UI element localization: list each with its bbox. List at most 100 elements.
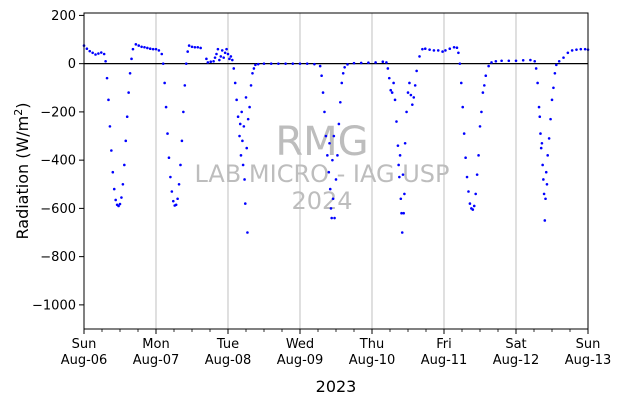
data-point — [549, 117, 552, 121]
plot-area — [84, 13, 588, 329]
data-point — [313, 62, 316, 66]
data-point — [406, 91, 410, 94]
data-point — [547, 137, 551, 140]
data-point — [507, 59, 511, 63]
data-point — [223, 51, 227, 55]
y-axis: 200 0 −200 −400 −600 −800 −1000 — [32, 9, 84, 313]
data-point — [330, 216, 333, 220]
data-point — [105, 76, 109, 80]
data-point — [160, 52, 164, 56]
data-point — [480, 110, 483, 114]
data-point — [209, 60, 213, 64]
x-tick-weekday: Wed — [286, 337, 314, 352]
data-point — [231, 58, 234, 62]
data-point — [387, 76, 391, 80]
data-point — [329, 207, 333, 210]
data-point — [542, 192, 546, 196]
data-point — [552, 86, 555, 90]
watermark-lab: LAB MICRO - IAG USP — [194, 160, 449, 188]
x-tick-date: Aug-07 — [133, 353, 180, 368]
data-point — [326, 154, 329, 157]
data-point — [163, 81, 166, 85]
data-point — [396, 144, 400, 147]
data-point — [85, 47, 89, 51]
data-point — [542, 178, 545, 181]
data-point — [337, 122, 341, 126]
data-point — [212, 59, 215, 63]
y-axis-label: Radiation (W/m2) — [12, 103, 32, 240]
x-axis-label: 2023 — [316, 377, 357, 396]
data-point — [428, 48, 431, 51]
data-point — [246, 117, 250, 121]
data-point — [206, 61, 210, 64]
data-point — [196, 45, 200, 49]
y-label-close: ) — [13, 103, 32, 109]
data-point — [423, 47, 427, 51]
data-point — [124, 139, 128, 143]
data-point — [167, 156, 171, 160]
data-point — [277, 62, 280, 65]
data-point — [241, 139, 244, 143]
data-point — [328, 187, 332, 191]
data-point — [397, 163, 400, 167]
data-point — [328, 141, 331, 145]
data-point — [215, 52, 218, 56]
y-tick-label: −200 — [40, 105, 76, 120]
data-point — [398, 175, 401, 179]
data-point — [583, 47, 587, 51]
data-point — [541, 163, 544, 167]
data-point — [245, 146, 249, 150]
x-tick-weekday: Sat — [505, 337, 526, 352]
data-point — [474, 192, 477, 196]
data-point — [249, 84, 253, 87]
data-point — [235, 98, 238, 102]
data-point — [400, 211, 403, 215]
data-point — [477, 154, 480, 157]
x-tick-date: Aug-12 — [493, 353, 540, 368]
data-point — [120, 196, 123, 199]
data-point — [544, 170, 548, 174]
data-point — [143, 45, 146, 49]
data-point — [403, 192, 406, 196]
data-point — [269, 62, 273, 65]
data-point — [248, 105, 251, 109]
data-point — [536, 81, 539, 85]
data-point — [305, 62, 309, 65]
data-point — [343, 65, 346, 69]
data-point — [359, 61, 363, 65]
data-point — [411, 103, 414, 106]
data-point — [91, 51, 94, 55]
data-point — [252, 67, 256, 70]
data-point — [566, 51, 570, 55]
y-tick-label: −800 — [40, 250, 76, 265]
data-points — [82, 43, 590, 234]
data-point — [408, 81, 411, 85]
data-point — [575, 48, 578, 51]
data-point — [177, 182, 181, 186]
data-point — [533, 59, 537, 63]
data-point — [490, 61, 493, 64]
data-point — [392, 81, 395, 85]
data-point — [238, 134, 241, 138]
data-point — [545, 182, 549, 186]
data-point — [386, 67, 390, 70]
data-point — [146, 46, 149, 50]
data-point — [381, 60, 385, 64]
data-point — [448, 47, 452, 51]
data-point — [254, 63, 257, 67]
data-point — [324, 134, 328, 138]
x-tick-date: Aug-06 — [61, 353, 108, 368]
data-point — [291, 62, 295, 65]
data-point — [550, 98, 554, 102]
data-point — [483, 84, 486, 87]
x-tick-date: Aug-08 — [205, 353, 252, 368]
data-point — [148, 47, 152, 51]
data-point — [537, 105, 541, 109]
data-point — [216, 47, 220, 51]
data-point — [538, 115, 542, 119]
data-point — [472, 204, 476, 208]
data-point — [154, 47, 158, 51]
data-point — [238, 122, 242, 126]
data-point — [99, 51, 103, 54]
watermark-title: RMG — [275, 119, 368, 165]
